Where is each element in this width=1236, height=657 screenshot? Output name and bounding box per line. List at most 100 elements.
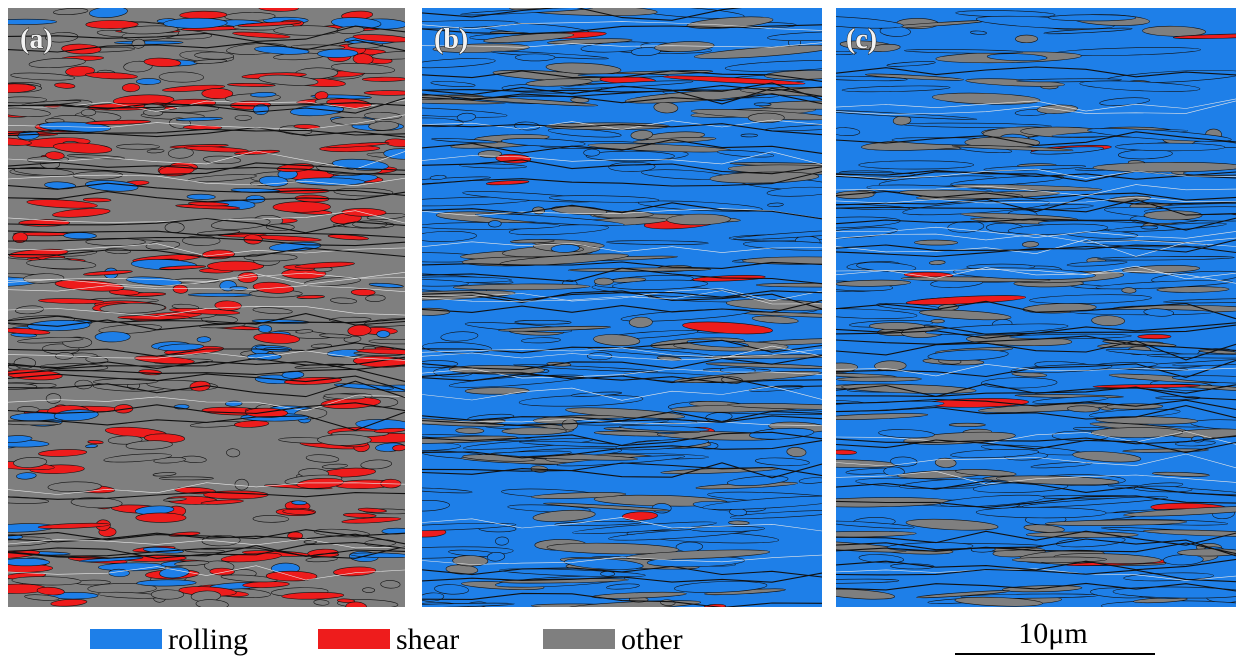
- grain: [953, 267, 1096, 280]
- grain: [947, 221, 985, 233]
- boundary: [836, 431, 1236, 445]
- grain: [8, 96, 48, 104]
- legend-swatch: [543, 629, 615, 649]
- grain: [252, 515, 290, 523]
- grain: [422, 602, 515, 607]
- grain: [513, 364, 659, 373]
- grain: [666, 213, 731, 226]
- grain: [630, 130, 653, 140]
- boundary: [8, 174, 405, 187]
- grain: [108, 568, 130, 578]
- grain: [252, 307, 293, 315]
- grain: [8, 435, 33, 443]
- grain: [724, 60, 822, 72]
- grain: [50, 598, 88, 607]
- boundary: [422, 431, 822, 447]
- grain: [220, 552, 282, 563]
- grain: [45, 393, 62, 404]
- boundary: [8, 373, 405, 391]
- boundary: [8, 114, 405, 130]
- grain: [585, 150, 675, 162]
- grain: [543, 502, 671, 512]
- boundary: [422, 159, 822, 175]
- boundary: [8, 538, 405, 549]
- grain: [455, 427, 485, 434]
- grain: [85, 119, 151, 125]
- grain: [422, 231, 477, 242]
- grain: [200, 499, 244, 505]
- grain: [362, 587, 376, 593]
- grain: [628, 316, 653, 328]
- grain: [11, 576, 82, 586]
- legend-swatch: [318, 629, 390, 649]
- grain: [162, 84, 226, 92]
- boundary: [836, 363, 1236, 377]
- grain: [103, 453, 172, 463]
- legend-label: shear: [396, 623, 459, 656]
- legend-label: rolling: [168, 623, 248, 656]
- grain: [373, 427, 405, 433]
- grain: [258, 175, 289, 187]
- grain: [500, 138, 586, 147]
- boundary: [836, 217, 1236, 231]
- grain: [975, 15, 1115, 30]
- grain: [294, 261, 355, 269]
- grain: [459, 163, 527, 169]
- grain: [606, 583, 640, 590]
- grain: [10, 72, 76, 81]
- boundary: [836, 196, 1236, 204]
- grain: [532, 509, 596, 522]
- boundary: [422, 386, 822, 401]
- grain: [13, 457, 48, 468]
- boundary: [8, 545, 405, 559]
- grain: [8, 137, 32, 146]
- grain: [986, 53, 1048, 62]
- grain: [319, 333, 352, 339]
- grain: [660, 599, 676, 606]
- grain: [152, 472, 177, 477]
- grain: [82, 197, 112, 203]
- grain: [950, 448, 1040, 458]
- grain: [836, 15, 904, 29]
- grain: [1171, 375, 1236, 384]
- grain: [531, 492, 627, 499]
- grain: [1143, 308, 1175, 317]
- boundary: [8, 565, 405, 581]
- grain: [123, 60, 153, 73]
- grain: [878, 429, 935, 439]
- boundary: [8, 368, 405, 383]
- boundary: [836, 184, 1236, 197]
- grain: [1140, 225, 1159, 230]
- grain: [743, 240, 822, 251]
- boundary: [836, 324, 1236, 339]
- grain: [376, 330, 391, 338]
- grain: [63, 232, 97, 240]
- boundary: [422, 290, 822, 310]
- boundary: [836, 237, 1236, 257]
- grain: [836, 413, 929, 420]
- boundary: [8, 541, 405, 559]
- grain: [116, 143, 160, 150]
- grain: [1172, 33, 1236, 39]
- grain: [869, 322, 926, 331]
- boundary: [836, 495, 1236, 509]
- grain: [836, 308, 918, 319]
- grain: [26, 199, 98, 209]
- boundary: [422, 462, 822, 479]
- grain: [525, 78, 593, 87]
- grain: [965, 78, 1065, 87]
- grain: [682, 321, 773, 335]
- boundary: [836, 300, 1236, 320]
- grain: [99, 302, 166, 314]
- grain: [232, 31, 291, 39]
- grain: [89, 8, 128, 18]
- grain: [740, 133, 758, 138]
- grain: [798, 477, 822, 484]
- grain: [195, 599, 229, 607]
- boundary: [836, 265, 1236, 280]
- boundary: [836, 131, 1236, 146]
- grain: [547, 38, 633, 45]
- grain: [227, 83, 276, 87]
- grain: [456, 112, 476, 122]
- grain: [37, 522, 111, 529]
